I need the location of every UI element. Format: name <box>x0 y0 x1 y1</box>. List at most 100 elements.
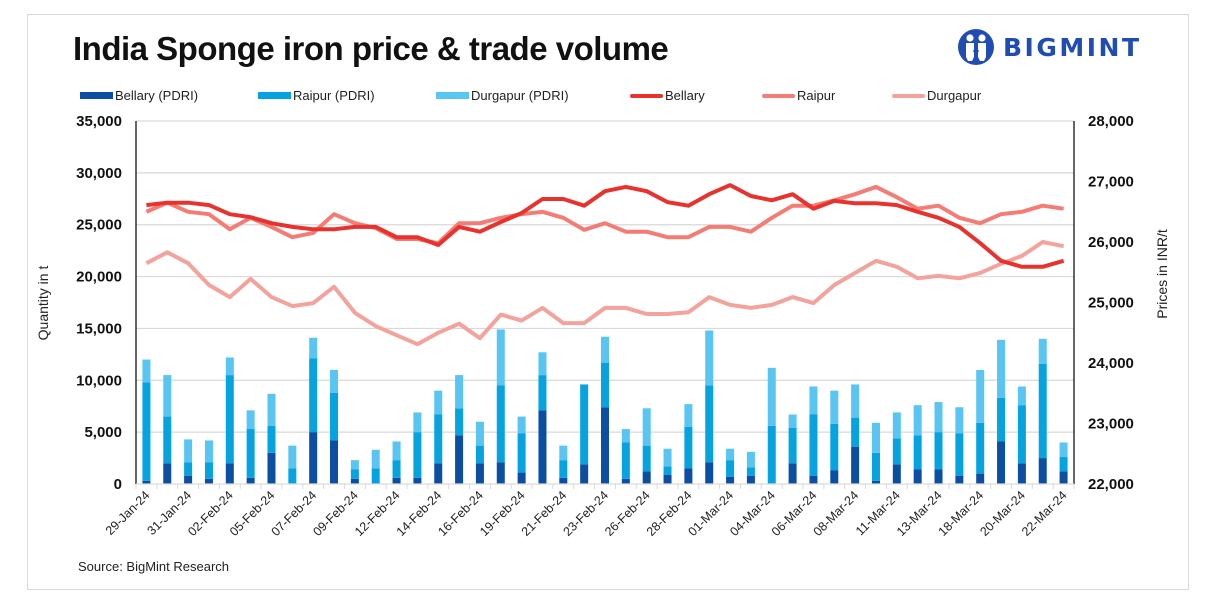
bar-bellary-pdri <box>267 452 276 484</box>
bar-durgapur-pdri <box>1059 442 1068 458</box>
bar-raipur-pdri <box>517 433 526 473</box>
bar-raipur-pdri <box>392 460 401 478</box>
bar-bellary-pdri <box>538 410 547 484</box>
bar-raipur-pdri <box>892 438 901 465</box>
line-layer <box>145 183 1065 347</box>
legend-label: Raipur (PDRI) <box>293 88 375 103</box>
right-tick-label: 24,000 <box>1088 355 1134 372</box>
bar-bellary-pdri <box>184 475 193 484</box>
bar-raipur-pdri <box>580 384 589 465</box>
bar-bellary-pdri <box>746 475 755 484</box>
bar-durgapur-pdri <box>267 393 276 426</box>
bar-bellary-pdri <box>684 468 693 484</box>
bar-durgapur-pdri <box>413 412 422 433</box>
bar-bellary-pdri <box>1017 463 1026 484</box>
bar-raipur-pdri <box>246 429 255 478</box>
bar-durgapur-pdri <box>1038 338 1047 364</box>
bar-raipur-pdri <box>559 460 568 478</box>
bar-bellary-pdri <box>830 470 839 484</box>
legend-label: Durgapur (PDRI) <box>471 88 569 103</box>
bar-bellary-pdri <box>642 471 651 484</box>
bar-raipur-pdri <box>475 445 484 464</box>
bar-bellary-pdri <box>621 478 630 484</box>
right-tick-label: 25,000 <box>1088 295 1134 312</box>
bar-raipur-pdri <box>997 397 1006 442</box>
bar-durgapur-pdri <box>913 405 922 436</box>
brand-name: BIGMINT <box>1003 32 1142 62</box>
bar-durgapur-pdri <box>788 414 797 428</box>
bar-raipur-pdri <box>413 432 422 478</box>
left-axis-title: Quantity in t <box>35 266 51 341</box>
bar-raipur-pdri <box>538 375 547 411</box>
bar-raipur-pdri <box>1017 405 1026 464</box>
bar-durgapur-pdri <box>601 336 609 363</box>
bar-durgapur-pdri <box>934 402 943 433</box>
legend-item-durgapur-pdri: Durgapur (PDRI) <box>436 88 569 103</box>
bar-durgapur-pdri <box>871 422 880 453</box>
left-tick-label: 35,000 <box>76 113 122 130</box>
bar-bellary-pdri <box>1059 471 1068 484</box>
bar-bellary-pdri <box>997 441 1006 484</box>
bar-durgapur-pdri <box>642 408 651 446</box>
legend-line-bellary <box>630 93 663 98</box>
bar-bellary-pdri <box>871 480 880 484</box>
bar-raipur-pdri <box>350 469 359 479</box>
bar-raipur-pdri <box>767 425 776 484</box>
bar-durgapur-pdri <box>225 357 234 376</box>
legend-label: Durgapur <box>927 88 982 103</box>
bar-raipur-pdri <box>913 435 922 470</box>
bar-bellary-pdri <box>580 464 589 484</box>
bar-raipur-pdri <box>163 416 172 464</box>
bar-durgapur-pdri <box>204 440 213 463</box>
right-tick-label: 22,000 <box>1088 476 1134 493</box>
line-bellary <box>146 183 1065 269</box>
legend-item-durgapur: Durgapur <box>892 88 981 103</box>
bar-raipur-pdri <box>1038 363 1047 459</box>
bar-bellary-pdri <box>142 480 151 484</box>
bar-raipur-pdri <box>809 414 818 476</box>
bar-durgapur-pdri <box>767 367 776 426</box>
bar-bellary-pdri <box>705 462 714 484</box>
bar-bellary-pdri <box>726 476 735 484</box>
line-durgapur <box>145 240 1064 347</box>
bar-durgapur-pdri <box>455 375 464 409</box>
bar-layer <box>142 329 1068 484</box>
bar-durgapur-pdri <box>955 407 964 434</box>
bar-bellary-pdri <box>455 435 464 484</box>
bar-durgapur-pdri <box>475 421 484 446</box>
x-tick-label: 08-Mar-24 <box>811 488 862 539</box>
left-tick-label: 0 <box>114 476 122 493</box>
bar-raipur-pdri <box>434 414 443 464</box>
bar-raipur-pdri <box>601 362 609 408</box>
bar-durgapur-pdri <box>538 352 547 376</box>
legend-item-raipur-pdri: Raipur (PDRI) <box>258 88 375 103</box>
bar-bellary-pdri <box>1038 458 1047 484</box>
right-axis-ticks: 22,000 23,000 24,000 25,000 26,000 27,000 28,0… <box>1088 113 1134 493</box>
bar-durgapur-pdri <box>705 330 714 386</box>
bar-bellary-pdri <box>496 462 505 484</box>
bar-bellary-pdri <box>309 432 318 484</box>
bar-raipur-pdri <box>496 385 505 463</box>
bar-raipur-pdri <box>934 432 943 470</box>
bar-bellary-pdri <box>788 463 797 484</box>
brand-logo: BIGMINT <box>957 28 1142 66</box>
bar-raipur-pdri <box>267 425 276 453</box>
bar-raipur-pdri <box>621 442 630 479</box>
bar-raipur-pdri <box>142 382 151 481</box>
bar-raipur-pdri <box>746 467 755 476</box>
bar-raipur-pdri <box>225 375 234 464</box>
bar-durgapur-pdri <box>663 448 672 467</box>
bar-durgapur-pdri <box>830 390 839 424</box>
bar-bellary-pdri <box>934 469 943 484</box>
bar-bellary-pdri <box>976 473 985 484</box>
bar-bellary-pdri <box>163 463 172 484</box>
chart-legend: Bellary (PDRI) Raipur (PDRI) Durgapur (P… <box>0 88 1212 104</box>
legend-line-raipur <box>762 93 795 98</box>
bar-durgapur-pdri <box>184 439 193 463</box>
bigmint-logo-icon <box>958 29 994 65</box>
bar-durgapur-pdri <box>330 369 339 393</box>
legend-swatch-raipur-pdri <box>258 92 291 99</box>
legend-label: Bellary <box>665 88 705 103</box>
bar-durgapur-pdri <box>371 449 380 469</box>
bar-raipur-pdri <box>705 385 714 463</box>
